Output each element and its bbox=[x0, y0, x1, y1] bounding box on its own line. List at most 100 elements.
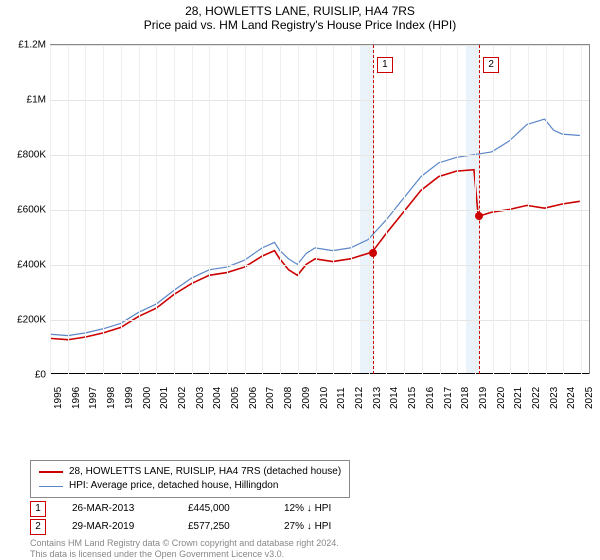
series-marker bbox=[475, 212, 483, 220]
gridline-h bbox=[50, 100, 589, 101]
x-tick-label: 2007 bbox=[265, 387, 276, 409]
chart-title: 28, HOWLETTS LANE, RUISLIP, HA4 7RS bbox=[0, 0, 600, 18]
gridline-v bbox=[316, 45, 317, 374]
chart: £0£200K£400K£600K£800K£1M£1.2M1995199619… bbox=[6, 44, 594, 420]
sales-price: £577,250 bbox=[188, 518, 258, 536]
sales-date: 29-MAR-2019 bbox=[72, 518, 162, 536]
gridline-v bbox=[351, 45, 352, 374]
x-tick-label: 2025 bbox=[584, 387, 595, 409]
gridline-h bbox=[50, 320, 589, 321]
gridline-v bbox=[121, 45, 122, 374]
x-tick-label: 2017 bbox=[443, 387, 454, 409]
gridline-v bbox=[245, 45, 246, 374]
event-badge: 1 bbox=[377, 57, 393, 73]
event-line bbox=[373, 45, 374, 374]
x-tick-label: 2009 bbox=[301, 387, 312, 409]
license-line2: This data is licensed under the Open Gov… bbox=[30, 549, 284, 559]
legend-swatch bbox=[39, 471, 63, 473]
x-tick-label: 1999 bbox=[124, 387, 135, 409]
event-line bbox=[479, 45, 480, 374]
x-tick-label: 2000 bbox=[142, 387, 153, 409]
gridline-v bbox=[510, 45, 511, 374]
chart-subtitle: Price paid vs. HM Land Registry's House … bbox=[0, 18, 600, 36]
x-tick-label: 2010 bbox=[319, 387, 330, 409]
sales-table: 126-MAR-2013£445,00012% ↓ HPI229-MAR-201… bbox=[30, 500, 364, 536]
plot-area: £0£200K£400K£600K£800K£1M£1.2M1995199619… bbox=[50, 44, 590, 374]
legend-swatch bbox=[39, 486, 63, 487]
gridline-v bbox=[209, 45, 210, 374]
gridline-h bbox=[50, 210, 589, 211]
y-tick-label: £0 bbox=[6, 370, 46, 381]
gridline-v bbox=[422, 45, 423, 374]
sales-row: 2 29-MAR-2019 £577,250 27% ↓ HPI bbox=[30, 518, 364, 536]
x-tick-label: 2018 bbox=[460, 387, 471, 409]
gridline-v bbox=[174, 45, 175, 374]
sales-price: £445,000 bbox=[188, 500, 258, 518]
x-tick-label: 1996 bbox=[71, 387, 82, 409]
x-tick-label: 2019 bbox=[478, 387, 489, 409]
gridline-v bbox=[457, 45, 458, 374]
legend: 28, HOWLETTS LANE, RUISLIP, HA4 7RS (det… bbox=[30, 460, 350, 498]
x-tick-label: 2001 bbox=[159, 387, 170, 409]
x-tick-label: 2006 bbox=[248, 387, 259, 409]
x-tick-label: 2003 bbox=[195, 387, 206, 409]
y-tick-label: £400K bbox=[6, 260, 46, 271]
gridline-h bbox=[50, 265, 589, 266]
legend-item: HPI: Average price, detached house, Hill… bbox=[39, 479, 341, 493]
gridline-v bbox=[404, 45, 405, 374]
sales-diff: 27% ↓ HPI bbox=[284, 518, 364, 536]
license-text: Contains HM Land Registry data © Crown c… bbox=[30, 538, 339, 560]
gridline-v bbox=[369, 45, 370, 374]
y-tick-label: £800K bbox=[6, 150, 46, 161]
gridline-v bbox=[192, 45, 193, 374]
x-tick-label: 2023 bbox=[549, 387, 560, 409]
license-line1: Contains HM Land Registry data © Crown c… bbox=[30, 538, 339, 548]
y-tick-label: £1M bbox=[6, 95, 46, 106]
x-tick-label: 2020 bbox=[496, 387, 507, 409]
gridline-v bbox=[68, 45, 69, 374]
x-tick-label: 1995 bbox=[53, 387, 64, 409]
x-tick-label: 2021 bbox=[513, 387, 524, 409]
gridline-v bbox=[581, 45, 582, 374]
legend-label: HPI: Average price, detached house, Hill… bbox=[69, 479, 278, 493]
x-tick-label: 2014 bbox=[389, 387, 400, 409]
gridline-v bbox=[563, 45, 564, 374]
sales-row: 126-MAR-2013£445,00012% ↓ HPI bbox=[30, 500, 364, 518]
sales-badge: 2 bbox=[30, 519, 46, 535]
x-tick-label: 2002 bbox=[177, 387, 188, 409]
y-tick-label: £600K bbox=[6, 205, 46, 216]
series-marker bbox=[369, 249, 377, 257]
x-tick-label: 1998 bbox=[106, 387, 117, 409]
y-tick-label: £200K bbox=[6, 315, 46, 326]
sales-diff: 12% ↓ HPI bbox=[284, 500, 364, 518]
gridline-v bbox=[440, 45, 441, 374]
gridline-v bbox=[262, 45, 263, 374]
gridline-v bbox=[475, 45, 476, 374]
gridline-v bbox=[528, 45, 529, 374]
sales-badge: 1 bbox=[30, 501, 46, 517]
gridline-h bbox=[50, 155, 589, 156]
gridline-v bbox=[386, 45, 387, 374]
x-tick-label: 1997 bbox=[88, 387, 99, 409]
gridline-h bbox=[50, 45, 589, 46]
x-tick-label: 2004 bbox=[212, 387, 223, 409]
gridline-v bbox=[546, 45, 547, 374]
x-tick-label: 2008 bbox=[283, 387, 294, 409]
x-tick-label: 2024 bbox=[566, 387, 577, 409]
gridline-v bbox=[156, 45, 157, 374]
gridline-v bbox=[493, 45, 494, 374]
gridline-v bbox=[85, 45, 86, 374]
legend-label: 28, HOWLETTS LANE, RUISLIP, HA4 7RS (det… bbox=[69, 465, 341, 479]
legend-item: 28, HOWLETTS LANE, RUISLIP, HA4 7RS (det… bbox=[39, 465, 341, 479]
gridline-v bbox=[280, 45, 281, 374]
x-tick-label: 2016 bbox=[425, 387, 436, 409]
x-tick-label: 2013 bbox=[372, 387, 383, 409]
y-tick-label: £1.2M bbox=[6, 40, 46, 51]
x-tick-label: 2015 bbox=[407, 387, 418, 409]
gridline-v bbox=[139, 45, 140, 374]
event-badge: 2 bbox=[483, 57, 499, 73]
gridline-v bbox=[103, 45, 104, 374]
x-tick-label: 2005 bbox=[230, 387, 241, 409]
gridline-v bbox=[298, 45, 299, 374]
gridline-v bbox=[227, 45, 228, 374]
